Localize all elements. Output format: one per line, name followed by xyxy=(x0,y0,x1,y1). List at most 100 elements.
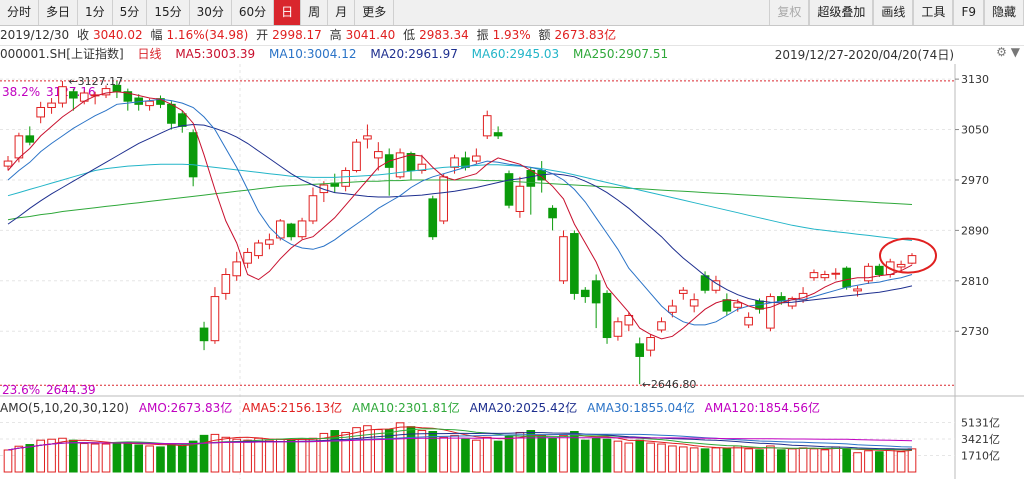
y-tick-label: 2890 xyxy=(961,224,989,237)
candle-up xyxy=(853,288,862,292)
volume-bar xyxy=(875,451,884,473)
volume-bar xyxy=(700,448,710,473)
y-tick-label: 2970 xyxy=(961,174,989,187)
tab-1[interactable]: 多日 xyxy=(39,0,79,25)
ma5-line xyxy=(7,91,913,340)
volume-bar xyxy=(123,441,133,473)
tab-8[interactable]: 周 xyxy=(301,0,329,25)
candle-down xyxy=(69,91,78,99)
change-label: 幅 xyxy=(150,28,163,42)
volume-bar xyxy=(374,429,383,473)
candle-up xyxy=(864,265,873,282)
candle-up xyxy=(232,261,242,277)
tab-5[interactable]: 30分 xyxy=(190,0,232,25)
candle-up xyxy=(210,296,220,342)
volume-bar xyxy=(624,442,634,473)
volume-bar xyxy=(90,443,100,473)
candle-down xyxy=(330,182,340,187)
volume-bar xyxy=(896,451,906,473)
ama10-line xyxy=(7,428,913,451)
tool-tab-1[interactable]: 超级叠加 xyxy=(809,0,874,25)
tab-10[interactable]: 更多 xyxy=(355,0,395,25)
volume-bar xyxy=(406,426,416,473)
candle-up xyxy=(668,305,677,313)
volume-bar xyxy=(689,447,699,473)
volume-bar xyxy=(3,449,13,473)
candle-up xyxy=(657,321,666,331)
low-value: 2983.34 xyxy=(419,28,469,42)
amplitude-label: 振 xyxy=(476,28,489,42)
volume-bar xyxy=(711,447,721,473)
candle-up xyxy=(885,261,895,276)
settings-icon[interactable]: ⚙ xyxy=(996,45,1007,59)
triangle-down-icon[interactable]: ▼ xyxy=(1010,45,1020,59)
candle-up xyxy=(47,102,56,108)
close-value: 3040.02 xyxy=(93,28,143,42)
volume-bar xyxy=(864,450,873,473)
candle-down xyxy=(167,103,176,124)
volume-bar xyxy=(330,430,340,473)
volume-bar xyxy=(439,436,448,473)
candle-up xyxy=(809,272,819,279)
ma60-legend: MA60:2945.03 xyxy=(471,47,560,61)
candle-up xyxy=(689,299,699,307)
candle-up xyxy=(395,152,405,178)
tab-3[interactable]: 5分 xyxy=(113,0,148,25)
tab-9[interactable]: 月 xyxy=(328,0,356,25)
fib-bottom-pct: 23.6% xyxy=(2,383,40,397)
candle-up xyxy=(820,274,830,279)
quote-date: 2019/12/30 xyxy=(0,28,70,42)
candle-up xyxy=(3,160,13,167)
candle-down xyxy=(406,152,416,172)
volume-bar xyxy=(809,448,819,473)
volume-bar xyxy=(668,445,677,473)
amo-value: AMO:2673.83亿 xyxy=(138,401,233,415)
ama20-value: AMA20:2025.42亿 xyxy=(469,401,578,415)
candle-up xyxy=(711,280,721,291)
volume-bar xyxy=(156,446,165,473)
candle-up xyxy=(341,170,350,187)
ma20-legend: MA20:2961.97 xyxy=(370,47,458,61)
candle-down xyxy=(134,97,144,105)
tool-tab-5[interactable]: 隐藏 xyxy=(983,0,1024,25)
candle-down xyxy=(580,289,590,298)
candle-down xyxy=(526,170,536,187)
volume-bar xyxy=(570,431,579,473)
tool-tab-4[interactable]: F9 xyxy=(953,0,984,25)
period-toolbar: 分时 多日 1分 5分 15分 30分 60分日周月更多 复权 超级叠加 画线 工具 F9 隐藏 xyxy=(0,0,1024,26)
volume-bar xyxy=(646,442,655,473)
volume-bar xyxy=(101,443,111,473)
tool-tab-3[interactable]: 工具 xyxy=(913,0,954,25)
tab-2[interactable]: 1分 xyxy=(78,0,113,25)
tab-6[interactable]: 60分 xyxy=(232,0,275,25)
tab-4[interactable]: 15分 xyxy=(147,0,190,25)
period-tabs: 分时 多日 1分 5分 15分 30分 60分日周月更多 xyxy=(0,0,395,25)
volume-bar xyxy=(167,443,176,473)
candle-down xyxy=(548,207,557,219)
candle-up xyxy=(243,251,252,264)
volume-bar xyxy=(526,430,536,473)
volume-bar xyxy=(47,438,56,473)
quote-bar: 2019/12/30 收 3040.02 幅 1.16%(34.98) 开 2998.… xyxy=(0,26,1024,46)
candle-up xyxy=(613,321,623,337)
volume-bar xyxy=(384,429,394,473)
volume-bar xyxy=(199,434,209,473)
candle-down xyxy=(112,84,122,93)
candle-up xyxy=(374,151,383,159)
volume-bar xyxy=(787,448,797,473)
tool-tabs: 复权 超级叠加 画线 工具 F9 隐藏 xyxy=(769,0,1024,25)
tool-tab-2[interactable]: 画线 xyxy=(873,0,914,25)
candle-up xyxy=(733,302,743,308)
tab-7[interactable]: 日 xyxy=(274,0,302,25)
change-value: 1.16%(34.98) xyxy=(166,28,249,42)
candle-up xyxy=(798,292,808,301)
candle-up xyxy=(79,92,89,102)
candle-up xyxy=(221,274,231,294)
candle-up xyxy=(90,94,100,97)
volume-bar xyxy=(678,446,688,473)
volume-bar xyxy=(559,434,568,473)
tool-tab-0[interactable]: 复权 xyxy=(769,0,810,25)
candle-up xyxy=(678,289,688,294)
candle-down xyxy=(722,299,732,312)
tab-0[interactable]: 分时 xyxy=(0,0,40,25)
